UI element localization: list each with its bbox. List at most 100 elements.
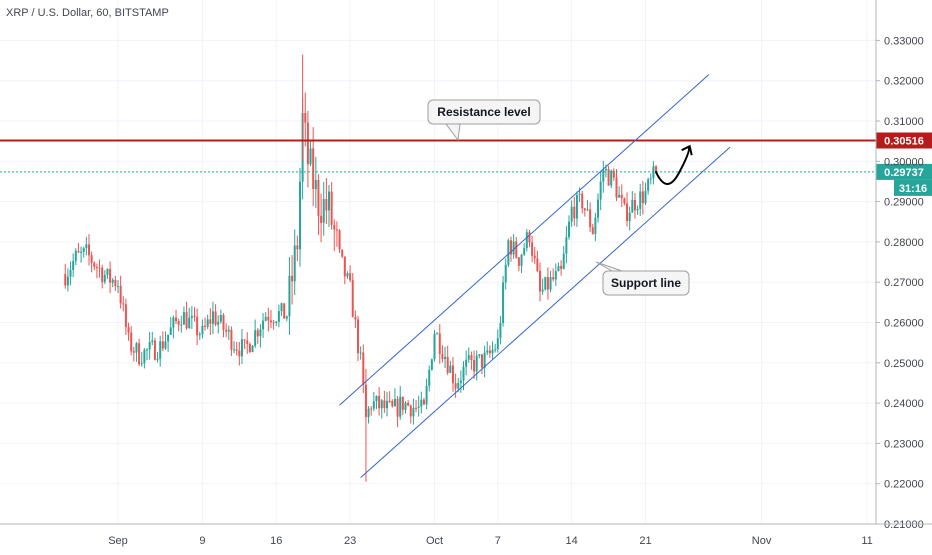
candle-body [626,203,629,222]
y-tick-label: 0.33000 [884,35,924,47]
candle-body [552,277,555,280]
candle-body [248,343,251,353]
candle-body [288,275,291,317]
candle-body [507,240,510,265]
candle-body [420,399,423,407]
candle-body [533,255,536,259]
x-tick-label: 21 [639,535,651,547]
candle-body [190,315,193,318]
candle-body [146,349,149,351]
candle-body [486,350,489,353]
candle-body [449,365,452,373]
candle-body [388,400,391,402]
candle-body [230,329,233,350]
candle-body [504,264,507,283]
candle-body [375,395,378,402]
candle-body [69,269,72,277]
candle-body [238,350,241,357]
candle-body [483,352,486,368]
channel-lower-line [360,146,731,479]
candle-body [114,279,117,287]
candle-body [349,273,352,281]
x-tick-label: Nov [752,535,772,547]
candle-body [557,265,560,272]
candle-body [122,303,125,305]
candle-body [209,319,212,324]
candle-body [211,311,214,324]
candle-body [227,329,230,332]
candle-body [412,407,415,417]
candle-body [341,249,344,257]
candle-body [233,349,236,351]
candle-body [338,230,341,250]
candle-body [422,399,425,405]
candle-body [597,199,600,218]
candle-body [243,339,246,341]
candle-body [541,289,544,292]
candle-body [578,193,581,195]
candle-body [185,312,188,329]
candle-body [425,385,428,405]
candle-body [269,320,272,323]
candle-body [240,339,243,357]
candle-body [428,369,431,386]
candle-body [386,400,389,409]
candle-body [201,325,204,335]
callout-tail [595,261,623,272]
x-tick-label: 23 [344,535,356,547]
candle-body [153,340,156,360]
candle-body [633,199,636,211]
candle-body [404,402,407,410]
candle-body [502,282,505,324]
grid [0,0,876,525]
candle-body [467,355,470,360]
candle-body [620,194,623,199]
candle-body [164,341,167,349]
last-price-tag [876,163,932,180]
y-tick-label: 0.29000 [884,197,924,209]
candle-body [80,251,83,253]
candle-body [396,399,399,417]
candle-body [573,206,576,219]
candle-body [399,396,402,417]
candle-body [246,340,249,344]
candle-body [570,206,573,222]
candle-body [148,342,151,350]
candle-body [262,320,265,330]
candle-body [415,407,418,409]
candle-body [568,221,571,238]
callout-text: Support line [611,276,681,290]
candle-body [214,311,217,325]
candle-body [135,343,138,353]
candle-body [636,208,639,211]
candle-body [304,113,307,123]
channel-upper-line [339,74,710,406]
candle-body [333,224,336,230]
candle-body [130,332,133,352]
candle-body [528,232,531,243]
candle-body [494,349,497,351]
x-tick-label: 9 [199,535,205,547]
candle-body [235,349,238,351]
countdown-label: 31:16 [899,183,927,195]
price-tag-label: 0.29737 [884,167,924,179]
candle-body [509,240,512,255]
candle-body [161,341,164,349]
candle-body [322,199,325,223]
candle-body [391,400,394,407]
candle-body [544,277,547,290]
candle-body [357,319,360,354]
candle-body [127,327,130,333]
candle-body [409,405,412,417]
candle-body [206,319,209,327]
candle-body [499,323,502,339]
candle-body [267,316,270,321]
support-line-callout: Support line [595,261,690,296]
candle-body [480,354,483,368]
candle-body [549,277,552,290]
candle-body [77,250,80,253]
candle-body [254,330,257,346]
candle-body [346,273,349,277]
